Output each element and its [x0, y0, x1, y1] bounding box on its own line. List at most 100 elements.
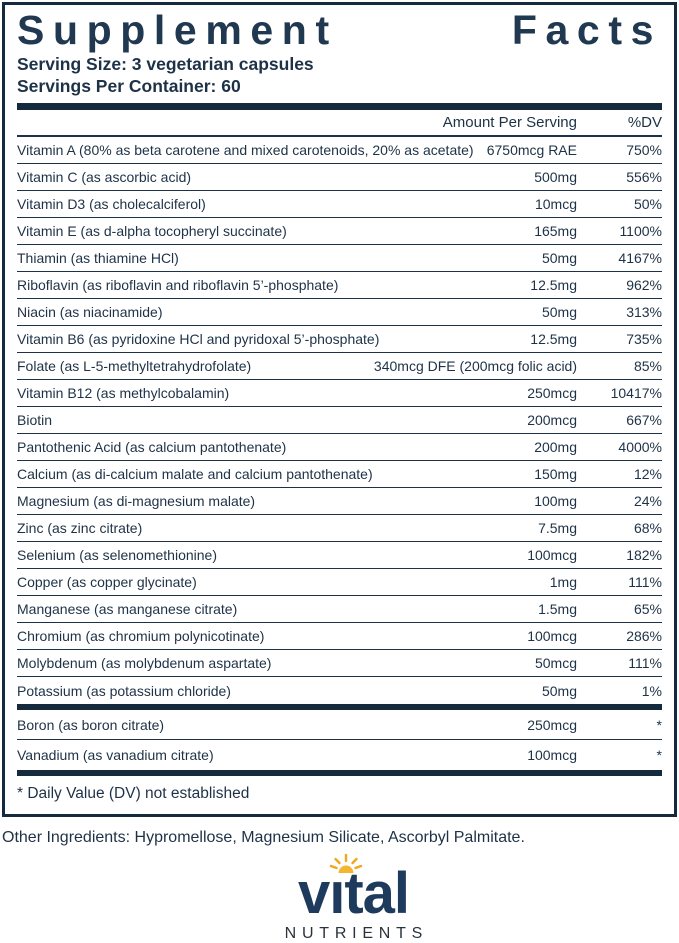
table-row: Vitamin B12 (as methylcobalamin) 250mcg 10… [17, 380, 662, 408]
servings-per-container-text: Servings Per Container: 60 [17, 75, 241, 96]
ingredient-amount: 1mg [549, 574, 577, 591]
ingredient-dv: 750% [626, 142, 662, 159]
ingredient-amount: 6750mcg RAE [486, 142, 577, 159]
title-word-supplement: Supplement [17, 7, 338, 53]
ingredient-dv: 962% [626, 277, 662, 294]
ingredient-name: Vitamin A (80% as beta carotene and mixe… [17, 142, 474, 159]
ingredient-amount: 7.5mg [538, 520, 577, 537]
ingredient-amount: 250mcg [527, 385, 577, 402]
ingredient-name: Vitamin E (as d-alpha tocopheryl succina… [17, 223, 287, 240]
ingredient-amount: 100mg [534, 493, 577, 510]
ingredient-amount: 12.5mg [530, 331, 577, 348]
table-row: Vitamin B6 (as pyridoxine HCl and pyrido… [17, 326, 662, 354]
table-row: Vitamin A (80% as beta carotene and mixe… [17, 137, 662, 165]
ingredient-amount: 50mg [541, 682, 577, 699]
ingredient-amount: 50mg [541, 250, 577, 267]
table-row: Folate (as L-5-methyltetrahydrofolate) 34… [17, 353, 662, 381]
table-row: Magnesium (as di-magnesium malate) 100mg 2… [17, 488, 662, 516]
ingredient-dv: 735% [626, 331, 662, 348]
ingredient-amount: 50mcg [534, 655, 577, 672]
dv-column-header: %DV [627, 114, 662, 132]
ingredient-dv: 286% [626, 628, 662, 645]
ingredient-amount: 340mcg DFE (200mcg folic acid) [373, 358, 577, 375]
ingredient-name: Vitamin B12 (as methylcobalamin) [17, 385, 230, 402]
table-row: Vanadium (as vanadium citrate) 100mcg * [17, 740, 662, 770]
ingredient-amount: 1.5mg [538, 601, 577, 618]
ingredient-name: Vitamin C (as ascorbic acid) [17, 169, 192, 186]
table-row: Copper (as copper glycinate) 1mg 111% [17, 569, 662, 597]
ingredient-name: Thiamin (as thiamine HCl) [17, 250, 179, 267]
ingredient-amount: 12.5mg [530, 277, 577, 294]
table-row: Potassium (as potassium chloride) 50mg 1% [17, 677, 662, 704]
table-row: Zinc (as zinc citrate) 7.5mg 68% [17, 515, 662, 543]
table-row: Chromium (as chromium polynicotinate) 100… [17, 623, 662, 651]
ingredient-amount: 200mcg [527, 412, 577, 429]
ingredient-dv: * [656, 747, 662, 764]
ingredient-dv: 667% [626, 412, 662, 429]
ingredient-name: Vitamin D3 (as cholecalciferol) [17, 196, 206, 213]
ingredient-amount: 165mg [534, 223, 577, 240]
table-row: Selenium (as selenomethionine) 100mcg 182% [17, 542, 662, 570]
brand-name-text: vıtal [297, 861, 410, 927]
brand-subtitle: NUTRIENTS [284, 925, 429, 943]
ingredient-dv: 65% [633, 601, 662, 618]
table-row: Pantothenic Acid (as calcium pantothenat… [17, 434, 662, 462]
sun-icon [329, 854, 363, 874]
ingredient-dv: * [656, 716, 662, 733]
brand-logo: vıtal NUTRIENTS [14, 854, 679, 943]
thick-divider [17, 704, 662, 711]
table-row: Boron (as boron citrate) 250mcg * [17, 710, 662, 741]
ingredient-name: Potassium (as potassium chloride) [17, 682, 231, 699]
table-row: Vitamin E (as d-alpha tocopheryl succina… [17, 218, 662, 246]
ingredient-amount: 100mcg [527, 747, 577, 764]
ingredient-amount: 150mg [534, 466, 577, 483]
ingredient-amount: 100mcg [527, 628, 577, 645]
ingredient-dv: 24% [633, 493, 662, 510]
table-row: Thiamin (as thiamine HCl) 50mg 4167% [17, 245, 662, 273]
ingredient-dv: 85% [633, 358, 662, 375]
ingredient-dv: 111% [628, 655, 662, 672]
table-row: Biotin 200mcg 667% [17, 407, 662, 435]
ingredient-dv: 4167% [618, 250, 662, 267]
ingredient-name: Folate (as L-5-methyltetrahydrofolate) [17, 358, 252, 375]
non-dv-nutrient-table: Boron (as boron citrate) 250mcg * Vanadium … [17, 710, 662, 770]
ingredient-name: Molybdenum (as molybdenum aspartate) [17, 655, 272, 672]
ingredient-name: Pantothenic Acid (as calcium pantothenat… [17, 439, 287, 456]
table-row: Niacin (as niacinamide) 50mg 313% [17, 299, 662, 327]
ingredient-name: Manganese (as manganese citrate) [17, 601, 238, 618]
amount-column-header: Amount Per Serving [442, 114, 577, 132]
ingredient-dv: 556% [626, 169, 662, 186]
ingredient-dv: 1% [641, 682, 662, 699]
ingredient-name: Zinc (as zinc citrate) [17, 520, 143, 537]
ingredient-amount: 500mg [534, 169, 577, 186]
table-row: Riboflavin (as riboflavin and riboflavin… [17, 272, 662, 300]
ingredient-dv: 1100% [619, 223, 662, 240]
ingredient-dv: 4000% [618, 439, 662, 456]
table-row: Vitamin C (as ascorbic acid) 500mg 556% [17, 164, 662, 192]
ingredient-amount: 200mg [534, 439, 577, 456]
ingredient-dv: 50% [633, 196, 662, 213]
ingredient-name: Copper (as copper glycinate) [17, 574, 197, 591]
ingredient-name: Biotin [17, 412, 53, 429]
table-row: Calcium (as di-calcium malate and calciu… [17, 461, 662, 489]
ingredient-amount: 100mcg [527, 547, 577, 564]
table-row: Manganese (as manganese citrate) 1.5mg 65% [17, 596, 662, 624]
ingredient-dv: 10417% [610, 385, 662, 402]
ingredient-amount: 250mcg [527, 716, 577, 733]
ingredient-dv: 313% [626, 304, 662, 321]
other-ingredients-text: Other Ingredients: Hypromellose, Magnesi… [2, 829, 525, 847]
ingredient-name: Niacin (as niacinamide) [17, 304, 163, 321]
supplement-facts-panel: Supplement Facts Serving Size: 3 vegetar… [2, 2, 677, 818]
thick-divider [17, 103, 662, 111]
ingredient-amount: 10mcg [534, 196, 577, 213]
ingredient-name: Vitamin B6 (as pyridoxine HCl and pyrido… [17, 331, 380, 348]
ingredient-name: Magnesium (as di-magnesium malate) [17, 493, 256, 510]
ingredient-name: Riboflavin (as riboflavin and riboflavin… [17, 277, 339, 294]
column-header-row: Amount Per Serving %DV [17, 110, 662, 138]
ingredient-dv: 182% [626, 547, 662, 564]
ingredient-dv: 111% [628, 574, 662, 591]
table-row: Vitamin D3 (as cholecalciferol) 10mcg 50% [17, 191, 662, 219]
ingredient-dv: 68% [633, 520, 662, 537]
ingredient-amount: 50mg [541, 304, 577, 321]
